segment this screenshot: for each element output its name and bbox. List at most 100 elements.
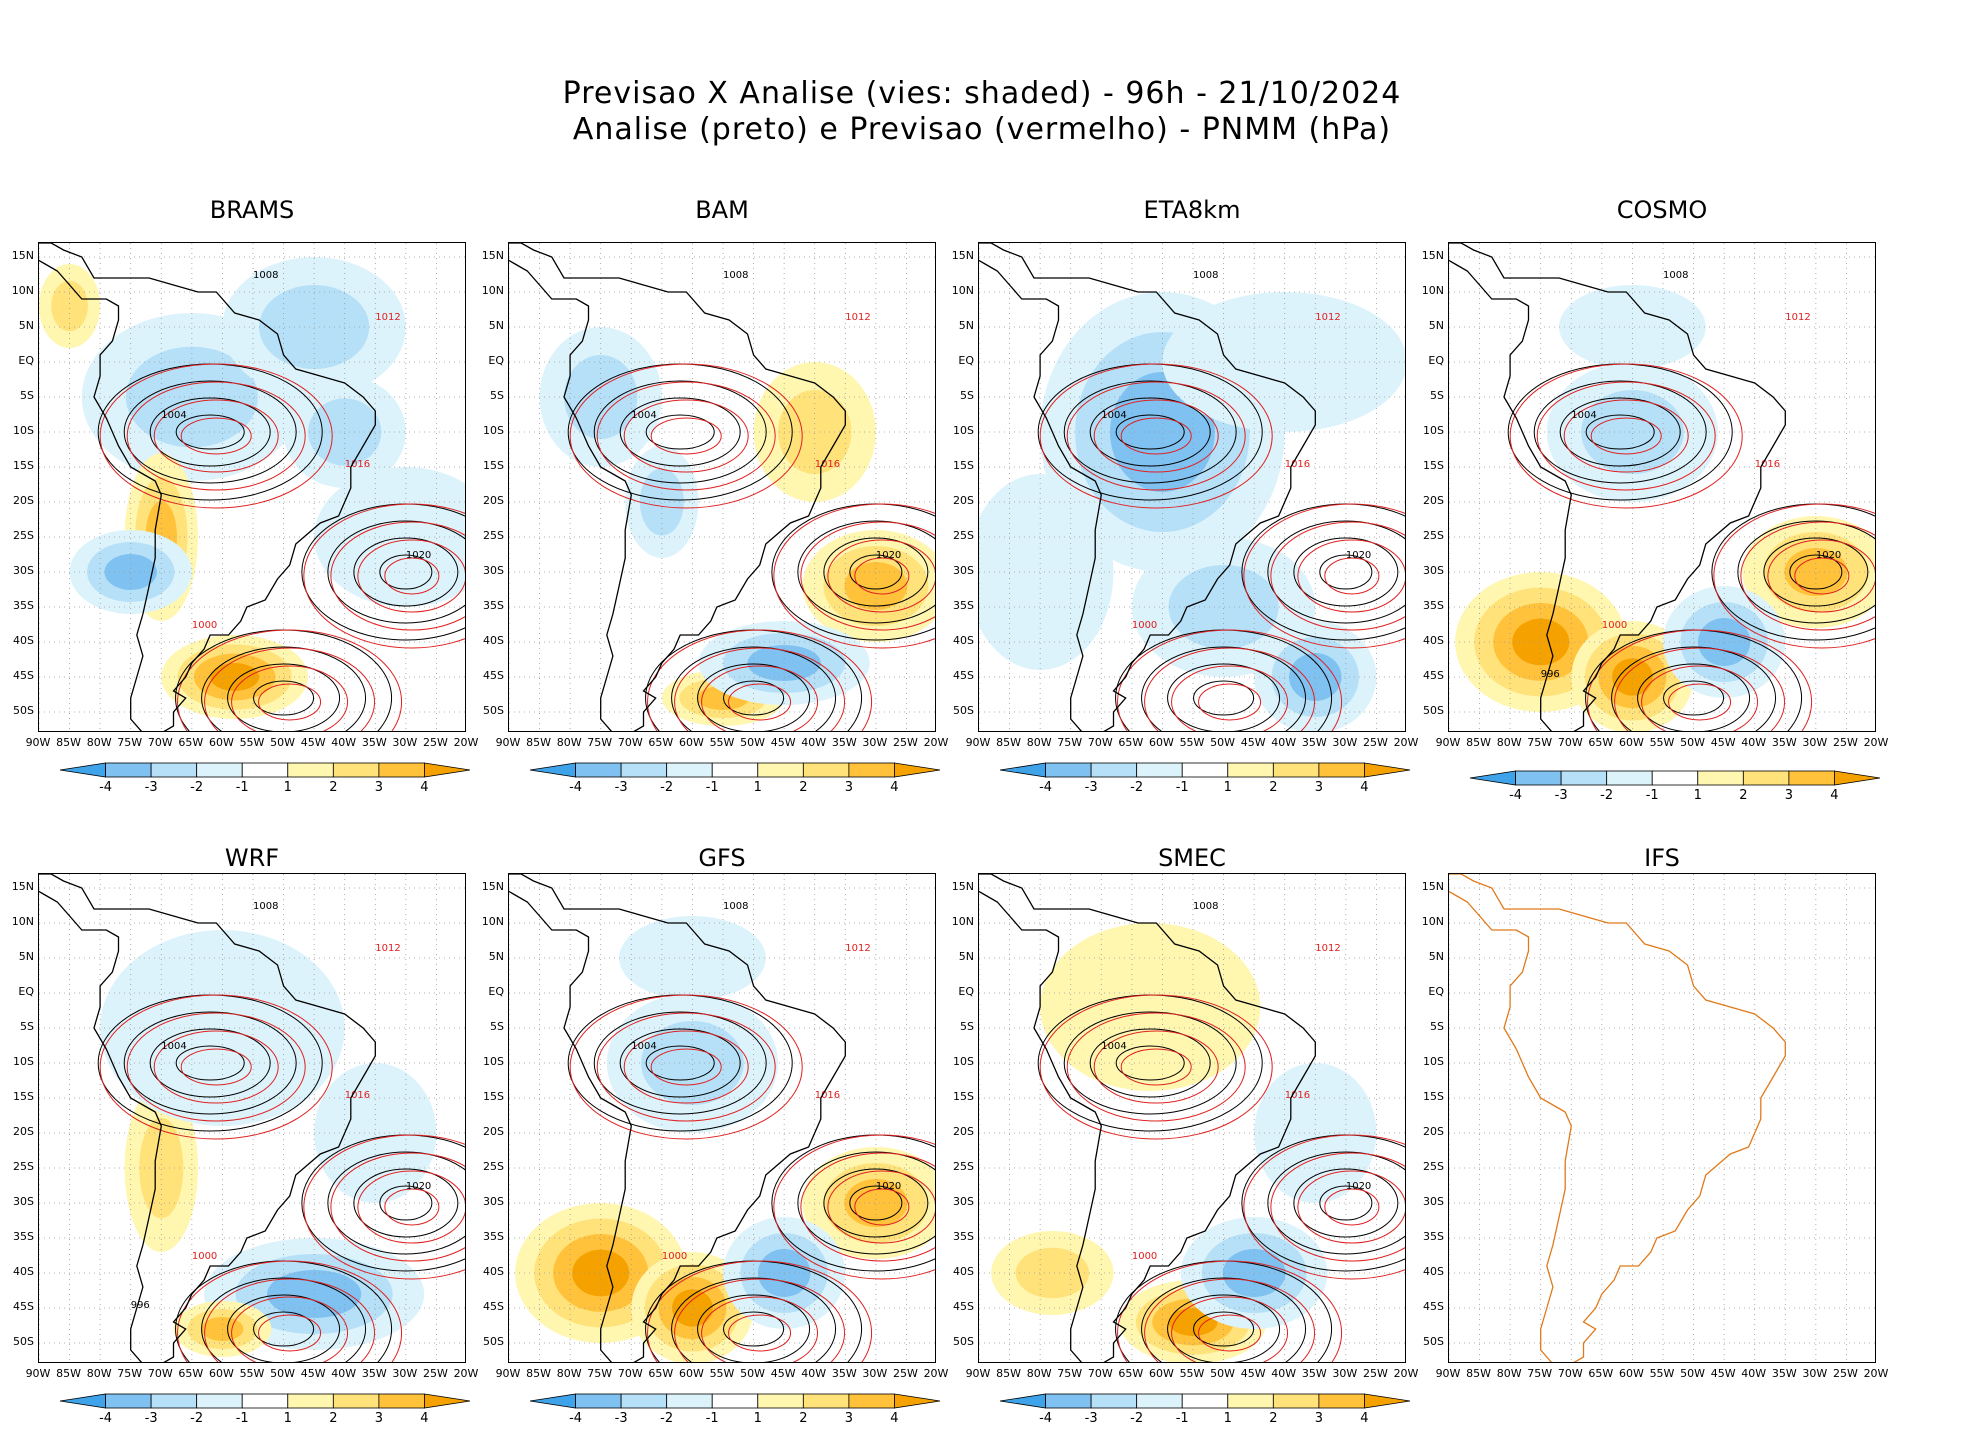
lon-tick-label: 75W [1057,736,1083,749]
colorbar-label: -3 [1554,788,1568,803]
contour-label: 1020 [876,1181,901,1192]
colorbar-segment [241,1393,289,1409]
forecast-isobar [701,665,819,731]
forecast-isobar [1297,1170,1405,1244]
colorbar-label: -4 [99,1411,113,1426]
lon-tick-label: 35W [1301,1367,1327,1380]
contour-label: 1016 [345,459,370,470]
colorbar-label: 4 [890,780,899,795]
colorbar-eta8km [999,762,1411,778]
colorbar-segment [620,762,668,778]
lat-tick-label: 45S [1423,1300,1444,1313]
analysis-isobar [1267,520,1405,624]
analysis-isobar [1063,1011,1237,1115]
colorbar-segment [241,762,289,778]
analysis-isobar [379,1185,433,1221]
lon-tick-label: 45W [1240,1367,1266,1380]
colorbar-label: 1 [283,780,292,795]
lat-tick-label: 30S [13,1195,34,1208]
analysis-isobar [697,663,811,731]
contour-label: 1012 [1785,312,1810,323]
forecast-isobar [800,1152,935,1262]
colorbar-segment [1227,762,1274,778]
lat-tick-label: 35S [13,599,34,612]
forecast-isobar [1270,521,1405,631]
map-panel-bam: 1008 1012 1004 1016 1020 [508,242,936,732]
analysis-isobar [1267,1151,1405,1255]
colorbar-label: 2 [799,780,808,795]
lat-tick-label: 10S [13,1055,34,1068]
lon-tick-label: 85W [1466,736,1491,749]
forecast-isobar [1794,557,1850,595]
lon-tick-label: 80W [1496,736,1522,749]
colorbar-segment [999,762,1046,778]
contour-label: 1016 [1755,459,1780,470]
analysis-isobar [645,1045,715,1081]
lon-tick-label: 30W [1802,736,1828,749]
contour-label: 1020 [1346,1181,1371,1192]
lat-tick-label: 45S [13,669,34,682]
colorbar-label: -2 [1130,1411,1144,1426]
lon-tick-label: 35W [1301,736,1327,749]
analysis-isobar [1141,646,1307,731]
forecast-isobar [854,1188,910,1226]
lat-tick-label: 50S [13,1335,34,1348]
lat-tick-label: 40S [953,634,974,647]
lon-tick-label: 75W [1527,736,1553,749]
analysis-isobar [379,554,433,590]
lon-tick-label: 40W [331,736,357,749]
forecast-isobar [623,399,749,473]
colorbar-label: 3 [374,1411,384,1426]
colorbar-label: -4 [99,780,113,795]
forecast-isobar [1093,1030,1219,1104]
contour-label: 1016 [1285,459,1310,470]
lat-tick-label: 30S [953,1195,974,1208]
contour-label: 1012 [1315,312,1340,323]
lon-tick-label: 55W [709,736,735,749]
analysis-isobar [1319,554,1373,590]
bias-cell [1612,658,1653,696]
contour-label: 1004 [631,1041,656,1052]
lat-tick-label: 15S [483,459,504,472]
bias-cell [1040,923,1261,1091]
analysis-isobar [201,1277,367,1362]
colorbar-segment [332,762,380,778]
bias-cell [1559,285,1706,369]
colorbar-segment [711,1393,759,1409]
forecast-isobar [1324,1188,1380,1226]
contour-label: 1008 [1663,270,1688,281]
lat-tick-label: 5S [20,389,34,402]
bias-cell [104,554,157,590]
lon-tick-label: 35W [361,1367,387,1380]
analysis-isobar [797,1151,935,1255]
coastline [1449,874,1786,1362]
colorbar-label: 2 [1269,1411,1278,1426]
bias-cell [672,1289,713,1327]
lon-tick-label: 65W [1588,1367,1614,1380]
lon-tick-label: 80W [86,736,112,749]
colorbar-segment [575,762,622,778]
lat-tick-label: 10S [953,424,974,437]
forecast-isobar [1093,399,1219,473]
analysis-isobar [1193,1311,1255,1347]
lat-tick-label: 10S [1423,424,1444,437]
lat-tick-label: 15S [1423,459,1444,472]
lat-tick-label: 15S [1423,1090,1444,1103]
colorbar-segment [1045,762,1092,778]
forecast-isobar [596,381,776,491]
lat-tick-label: 20S [483,1125,504,1138]
lon-tick-label: 75W [117,736,143,749]
analysis-isobar [849,1185,903,1221]
colorbar-segment [666,1393,713,1409]
lat-tick-label: 25S [1423,529,1444,542]
forecast-isobar [1120,417,1192,455]
forecast-isobar [1120,1048,1192,1086]
colorbar-segment [287,762,334,778]
lon-tick-label: 25W [1362,736,1388,749]
colorbar-segment [1651,770,1699,786]
analysis-isobar [671,646,837,731]
colorbar-label: 2 [1269,780,1278,795]
analysis-isobar [671,1277,837,1362]
lat-tick-label: EQ [488,354,504,367]
lat-tick-label: 5S [960,1020,974,1033]
